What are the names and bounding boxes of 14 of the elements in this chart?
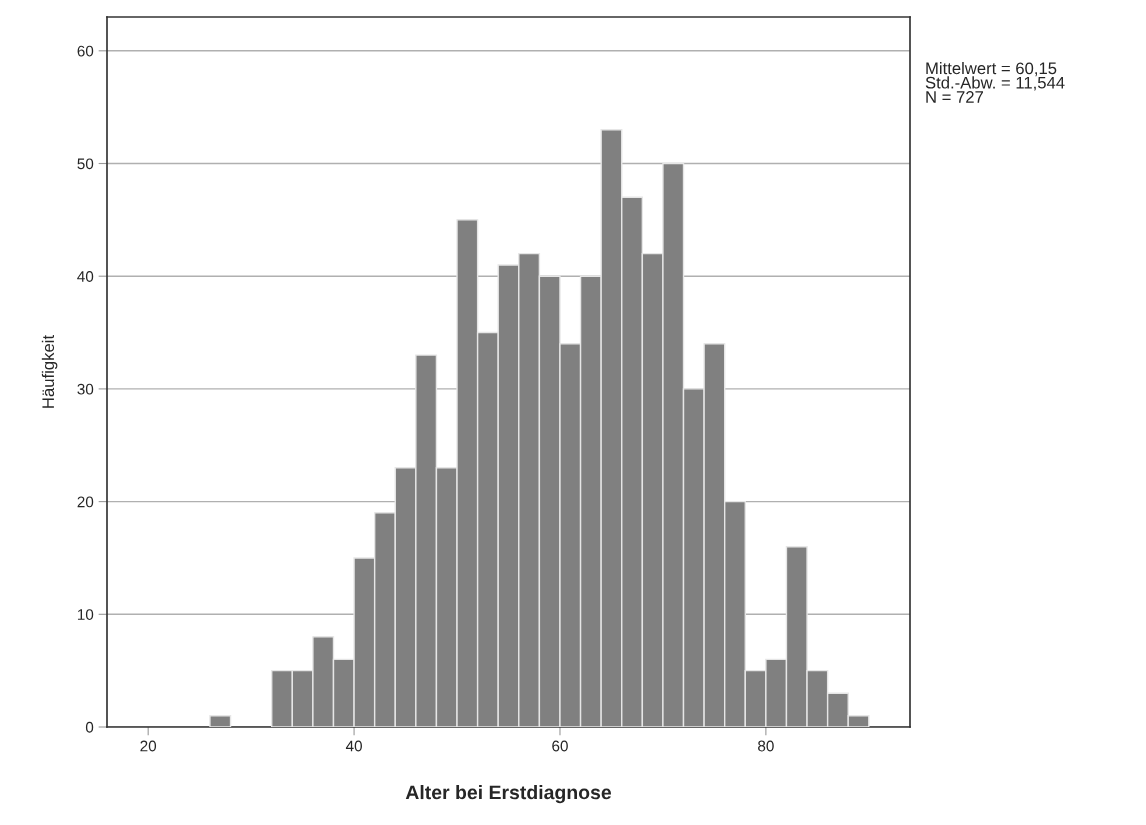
x-tick-label: 40 — [345, 740, 362, 752]
y-tick-label: 0 — [85, 721, 94, 733]
y-axis-title: Häufigkeit — [41, 335, 58, 408]
y-tick-label: 60 — [77, 45, 94, 57]
x-tick-label: 80 — [758, 740, 774, 752]
x-axis-title: Alter bei Erstdiagnose — [405, 784, 612, 804]
y-tick-label: 50 — [77, 158, 94, 170]
y-tick-label: 20 — [77, 496, 94, 508]
x-tick-label: 60 — [552, 740, 568, 752]
x-tick-label: 20 — [140, 740, 157, 752]
y-tick-label: 10 — [77, 609, 94, 620]
y-tick-label: 40 — [77, 271, 94, 282]
text: Mittelwert = 60,15 Std.-Abw. = 11,544 N = 727 — [925, 62, 1065, 103]
y-tick-label: 30 — [77, 383, 94, 395]
